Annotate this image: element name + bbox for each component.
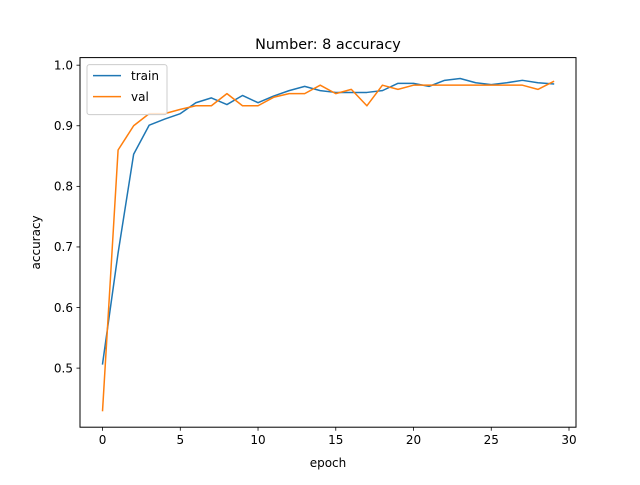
x-tick-label: 30 <box>561 433 576 447</box>
x-tick-label: 10 <box>250 433 265 447</box>
y-axis-ticks: 0.5 0.6 0.7 0.8 0.9 1.0 <box>54 58 80 375</box>
series-lines <box>101 77 555 412</box>
chart-title: Number: 8 accuracy <box>255 37 401 53</box>
y-tick-label: 0.6 <box>54 301 73 315</box>
x-axis-ticks: 0 5 10 15 20 25 30 <box>99 427 577 447</box>
y-axis-title: accuracy <box>29 215 43 269</box>
series-line-train <box>101 77 555 365</box>
y-tick-label: 0.5 <box>54 361 73 375</box>
x-tick-label: 20 <box>406 433 421 447</box>
plot-frame <box>79 57 577 428</box>
x-tick-label: 25 <box>484 433 499 447</box>
legend: train val <box>86 64 168 116</box>
x-axis-title: epoch <box>310 456 347 470</box>
x-tick-label: 5 <box>176 433 184 447</box>
series-line-val <box>101 80 555 412</box>
y-tick-label: 1.0 <box>54 58 73 72</box>
y-tick-label: 0.9 <box>54 119 73 133</box>
x-tick-label: 0 <box>99 433 107 447</box>
y-tick-label: 0.8 <box>54 180 73 194</box>
legend-label-val: val <box>131 90 149 104</box>
y-tick-label: 0.7 <box>54 240 73 254</box>
x-tick-label: 15 <box>328 433 343 447</box>
legend-box <box>86 64 168 116</box>
legend-label-train: train <box>131 69 159 83</box>
